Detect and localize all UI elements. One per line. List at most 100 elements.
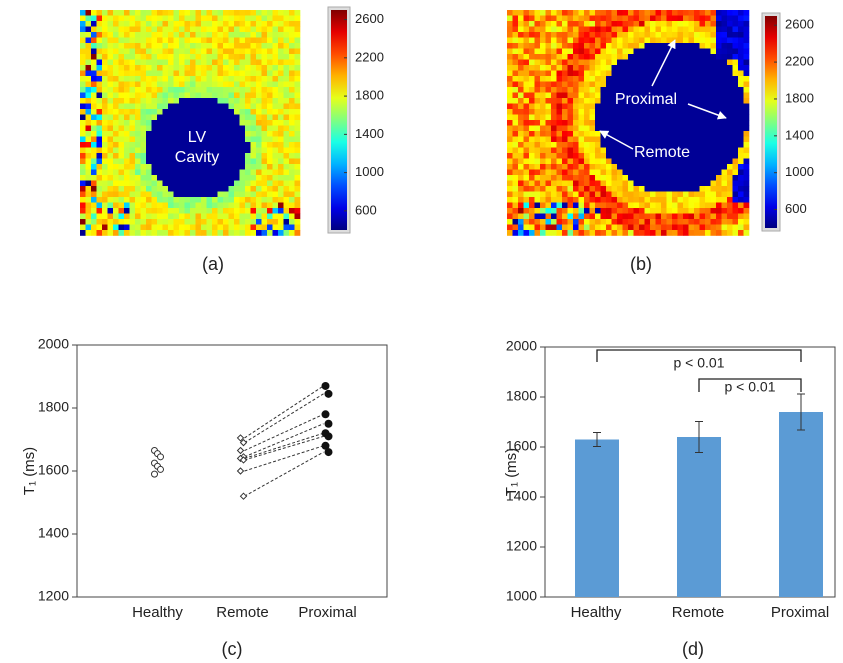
map-pixel [201,65,207,71]
map-pixel [201,16,207,22]
map-pixel [557,54,563,60]
map-pixel [705,197,711,203]
map-pixel [584,203,590,209]
map-pixel [97,27,103,33]
map-pixel [207,54,213,60]
map-pixel [168,76,174,82]
map-pixel [557,93,563,99]
map-pixel [141,170,147,176]
map-pixel [97,60,103,66]
y-tick-label: 1000 [506,588,537,604]
map-pixel [185,38,191,44]
map-pixel [163,43,169,49]
map-pixel [672,170,678,176]
map-pixel [179,115,185,121]
map-pixel [251,93,257,99]
map-pixel [240,230,246,236]
map-pixel [650,225,656,231]
map-pixel [157,49,163,55]
map-pixel [240,219,246,225]
map-pixel [196,82,202,88]
map-pixel [628,230,634,236]
colorbar-label: 600 [785,201,807,216]
map-pixel [628,60,634,66]
map-pixel [163,32,169,38]
annotation: p < 0.01 [674,355,725,371]
map-pixel [727,137,733,143]
map-pixel [119,159,125,165]
map-pixel [595,137,601,143]
map-pixel [507,186,513,192]
map-pixel [190,175,196,181]
map-pixel [295,175,301,181]
map-pixel [672,65,678,71]
map-pixel [716,170,722,176]
map-pixel [623,214,629,220]
map-pixel [119,170,125,176]
map-pixel [234,109,240,115]
map-pixel [119,54,125,60]
map-pixel [212,104,218,110]
map-pixel [256,208,262,214]
map-pixel [278,197,284,203]
map-pixel [705,230,711,236]
map-pixel [700,192,706,198]
map-pixel [102,126,108,132]
map-pixel [102,230,108,236]
map-pixel [513,142,519,148]
map-pixel [656,214,662,220]
map-pixel [289,126,295,132]
map-pixel [529,214,535,220]
map-pixel [130,159,136,165]
map-pixel [645,21,651,27]
map-pixel [185,71,191,77]
map-pixel [141,186,147,192]
figure: 60010001400180022002600(a)LVCavity 60010… [0,0,843,663]
map-pixel [645,186,651,192]
map-pixel [262,120,268,126]
map-pixel [212,142,218,148]
map-pixel [295,137,301,143]
map-pixel [733,203,739,209]
map-pixel [179,137,185,143]
map-pixel [245,170,251,176]
map-pixel [174,197,180,203]
map-pixel [179,208,185,214]
map-pixel [595,120,601,126]
map-pixel [273,175,279,181]
map-pixel [190,214,196,220]
map-pixel [267,32,273,38]
map-pixel [262,131,268,137]
map-pixel [606,21,612,27]
map-pixel [218,170,224,176]
map-pixel [163,164,169,170]
map-pixel [295,38,301,44]
map-pixel [113,87,119,93]
map-pixel [256,214,262,220]
map-pixel [683,93,689,99]
map-pixel [196,203,202,209]
map-pixel [141,54,147,60]
map-pixel [223,93,229,99]
map-pixel [196,104,202,110]
map-pixel [124,214,130,220]
map-pixel [738,109,744,115]
map-pixel [540,192,546,198]
map-pixel [617,225,623,231]
map-pixel [716,54,722,60]
map-pixel [80,49,86,55]
map-pixel [590,225,596,231]
map-pixel [284,104,290,110]
map-pixel [672,54,678,60]
map-pixel [590,115,596,121]
map-pixel [705,10,711,16]
map-pixel [152,21,158,27]
map-pixel [513,38,519,44]
map-pixel [694,175,700,181]
map-pixel [157,43,163,49]
map-pixel [174,49,180,55]
map-pixel [185,93,191,99]
map-pixel [623,219,629,225]
map-pixel [738,170,744,176]
map-pixel [141,153,147,159]
